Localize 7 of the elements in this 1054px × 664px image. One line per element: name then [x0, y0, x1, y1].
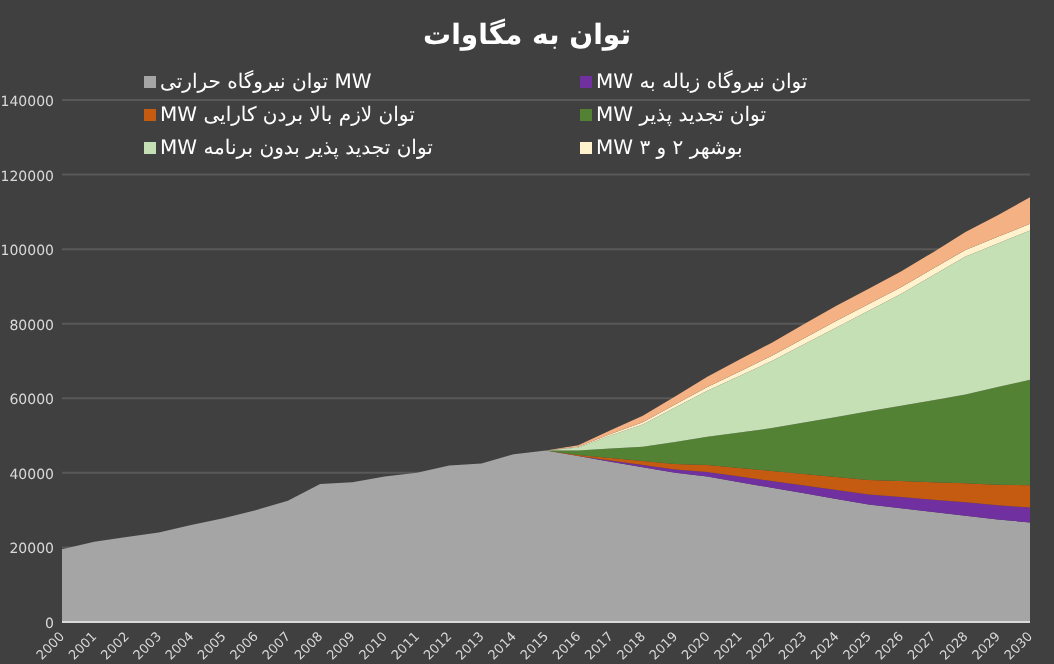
legend-label: توان تجدید پذیر MW — [596, 105, 767, 127]
legend-label: بوشهر ۲ و ۳ MW — [596, 138, 743, 160]
legend-label: توان لازم بالا بردن کارایی MW — [160, 105, 416, 127]
chart-title: توان به مگاوات — [423, 18, 631, 52]
legend-label: توان نیروگاه زباله به MW — [596, 70, 808, 94]
legend-label: MW توان نیروگاه حرارتی — [160, 70, 372, 94]
legend-label: توان تجدید پذیر بدون برنامه MW — [160, 138, 434, 160]
